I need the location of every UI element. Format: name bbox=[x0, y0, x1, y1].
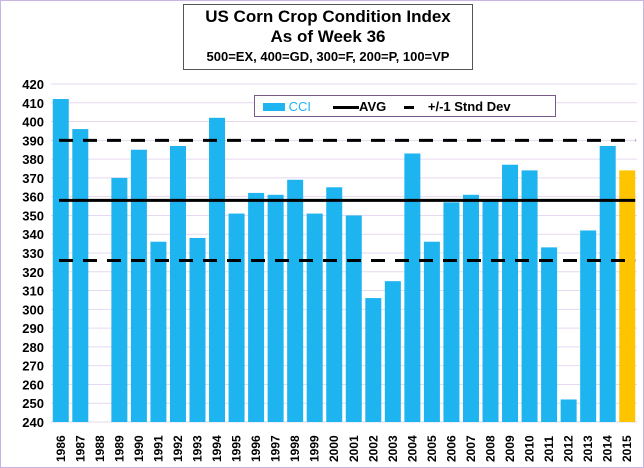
x-tick-label: 2001 bbox=[347, 435, 361, 462]
chart-title-box: US Corn Crop Condition Index As of Week … bbox=[183, 4, 473, 70]
chart-title: US Corn Crop Condition Index bbox=[205, 7, 451, 26]
x-tick-label: 1992 bbox=[171, 435, 185, 462]
bar-2007 bbox=[462, 194, 479, 422]
x-tick-label: 2005 bbox=[425, 435, 439, 462]
x-tick-label: 2006 bbox=[444, 435, 458, 462]
x-tick-label: 1988 bbox=[93, 435, 107, 462]
x-tick-label: 2004 bbox=[405, 435, 419, 462]
bar-2012 bbox=[560, 399, 577, 422]
x-tick-label: 1990 bbox=[132, 435, 146, 462]
bar-2006 bbox=[443, 202, 460, 422]
x-tick-label: 1998 bbox=[288, 435, 302, 462]
legend: CCI AVG +/-1 Stnd Dev bbox=[254, 95, 556, 117]
bar-2015 bbox=[619, 170, 636, 422]
chart-note: 500=EX, 400=GD, 300=F, 200=P, 100=VP bbox=[206, 49, 450, 64]
bar-2000 bbox=[326, 187, 343, 422]
bar-2005 bbox=[423, 241, 440, 422]
legend-cci: CCI bbox=[263, 99, 311, 114]
x-tick-label: 1989 bbox=[112, 435, 126, 462]
x-tick-label: 2000 bbox=[327, 435, 341, 462]
bar-1998 bbox=[287, 179, 304, 422]
bar-1996 bbox=[248, 192, 265, 422]
y-tick-label: 310 bbox=[22, 284, 44, 299]
bar-2003 bbox=[384, 281, 401, 422]
y-tick-label: 330 bbox=[22, 246, 44, 261]
bar-2013 bbox=[580, 230, 597, 422]
x-tick-label: 2007 bbox=[464, 435, 478, 462]
x-tick-label: 2008 bbox=[484, 435, 498, 462]
y-tick-label: 260 bbox=[22, 377, 44, 392]
y-tick-label: 410 bbox=[22, 96, 44, 111]
bar-2008 bbox=[482, 200, 499, 422]
x-tick-label: 2013 bbox=[581, 435, 595, 462]
x-tick-label: 1987 bbox=[73, 435, 87, 462]
y-tick-label: 380 bbox=[22, 152, 44, 167]
x-tick-label: 1993 bbox=[191, 435, 205, 462]
y-tick-label: 240 bbox=[22, 415, 44, 430]
x-tick-label: 2010 bbox=[523, 435, 537, 462]
bar-2009 bbox=[502, 164, 519, 422]
bar-1991 bbox=[150, 241, 167, 422]
bar-1995 bbox=[228, 213, 245, 422]
y-tick-label: 320 bbox=[22, 265, 44, 280]
y-tick-label: 360 bbox=[22, 190, 44, 205]
y-tick-label: 290 bbox=[22, 321, 44, 336]
y-tick-label: 390 bbox=[22, 133, 44, 148]
x-tick-label: 1996 bbox=[249, 435, 263, 462]
x-tick-label: 2012 bbox=[562, 435, 576, 462]
bar-2010 bbox=[521, 170, 538, 422]
bar-1990 bbox=[130, 149, 147, 422]
y-tick-label: 270 bbox=[22, 359, 44, 374]
x-tick-label: 2011 bbox=[542, 436, 556, 462]
bar-2004 bbox=[404, 153, 421, 422]
bar-1989 bbox=[111, 177, 128, 422]
y-tick-label: 370 bbox=[22, 171, 44, 186]
y-tick-label: 340 bbox=[22, 227, 44, 242]
bar-2001 bbox=[345, 215, 362, 422]
x-tick-label: 1995 bbox=[230, 435, 244, 462]
bar-1999 bbox=[306, 213, 323, 422]
x-tick-label: 2002 bbox=[366, 435, 380, 462]
y-tick-label: 350 bbox=[22, 208, 44, 223]
x-tick-label: 1997 bbox=[269, 435, 283, 462]
legend-avg: AVG bbox=[333, 99, 386, 114]
x-tick-label: 1991 bbox=[151, 435, 165, 462]
bar-1987 bbox=[72, 129, 89, 423]
x-tick-label: 1986 bbox=[54, 435, 68, 462]
bar-1993 bbox=[189, 237, 206, 422]
y-tick-label: 400 bbox=[22, 115, 44, 130]
bar-1994 bbox=[209, 117, 226, 423]
x-tick-label: 2014 bbox=[601, 435, 615, 462]
bar-2011 bbox=[541, 247, 558, 422]
x-tick-label: 2003 bbox=[386, 435, 400, 462]
bar-1997 bbox=[267, 194, 284, 422]
bar-2002 bbox=[365, 298, 382, 422]
y-tick-label: 250 bbox=[22, 396, 44, 411]
x-tick-label: 1994 bbox=[210, 435, 224, 462]
bar-2014 bbox=[599, 145, 616, 422]
legend-stdev: +/-1 Stnd Dev bbox=[394, 99, 511, 114]
chart-subtitle: As of Week 36 bbox=[270, 27, 386, 46]
y-tick-label: 300 bbox=[22, 302, 44, 317]
x-tick-label: 1999 bbox=[308, 435, 322, 462]
bar-1992 bbox=[169, 145, 186, 422]
x-tick-label: 2009 bbox=[503, 435, 517, 462]
x-tick-label: 2015 bbox=[620, 435, 634, 462]
y-tick-label: 420 bbox=[22, 77, 44, 92]
y-tick-label: 280 bbox=[22, 340, 44, 355]
